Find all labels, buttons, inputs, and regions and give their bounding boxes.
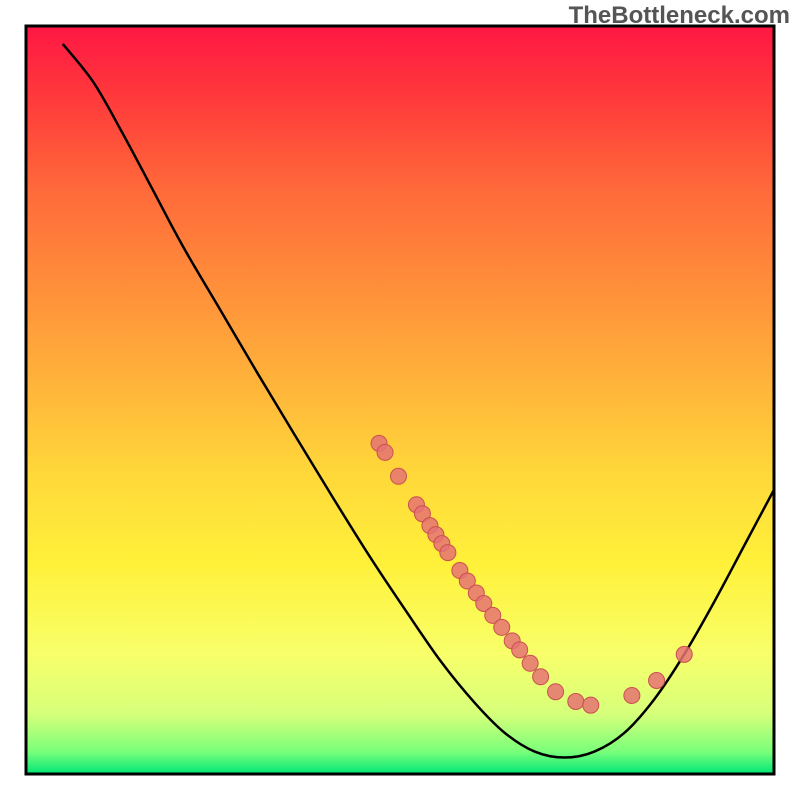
data-marker <box>494 619 510 635</box>
data-marker <box>624 687 640 703</box>
data-marker <box>512 642 528 658</box>
data-marker <box>676 646 692 662</box>
data-marker <box>391 468 407 484</box>
watermark-text: TheBottleneck.com <box>569 2 790 30</box>
gradient-background <box>26 26 774 774</box>
data-marker <box>548 684 564 700</box>
data-marker <box>583 697 599 713</box>
data-marker <box>568 693 584 709</box>
data-marker <box>377 444 393 460</box>
bottleneck-curve-chart <box>0 0 800 800</box>
data-marker <box>522 655 538 671</box>
data-marker <box>440 545 456 561</box>
data-marker <box>533 669 549 685</box>
data-marker <box>649 673 665 689</box>
